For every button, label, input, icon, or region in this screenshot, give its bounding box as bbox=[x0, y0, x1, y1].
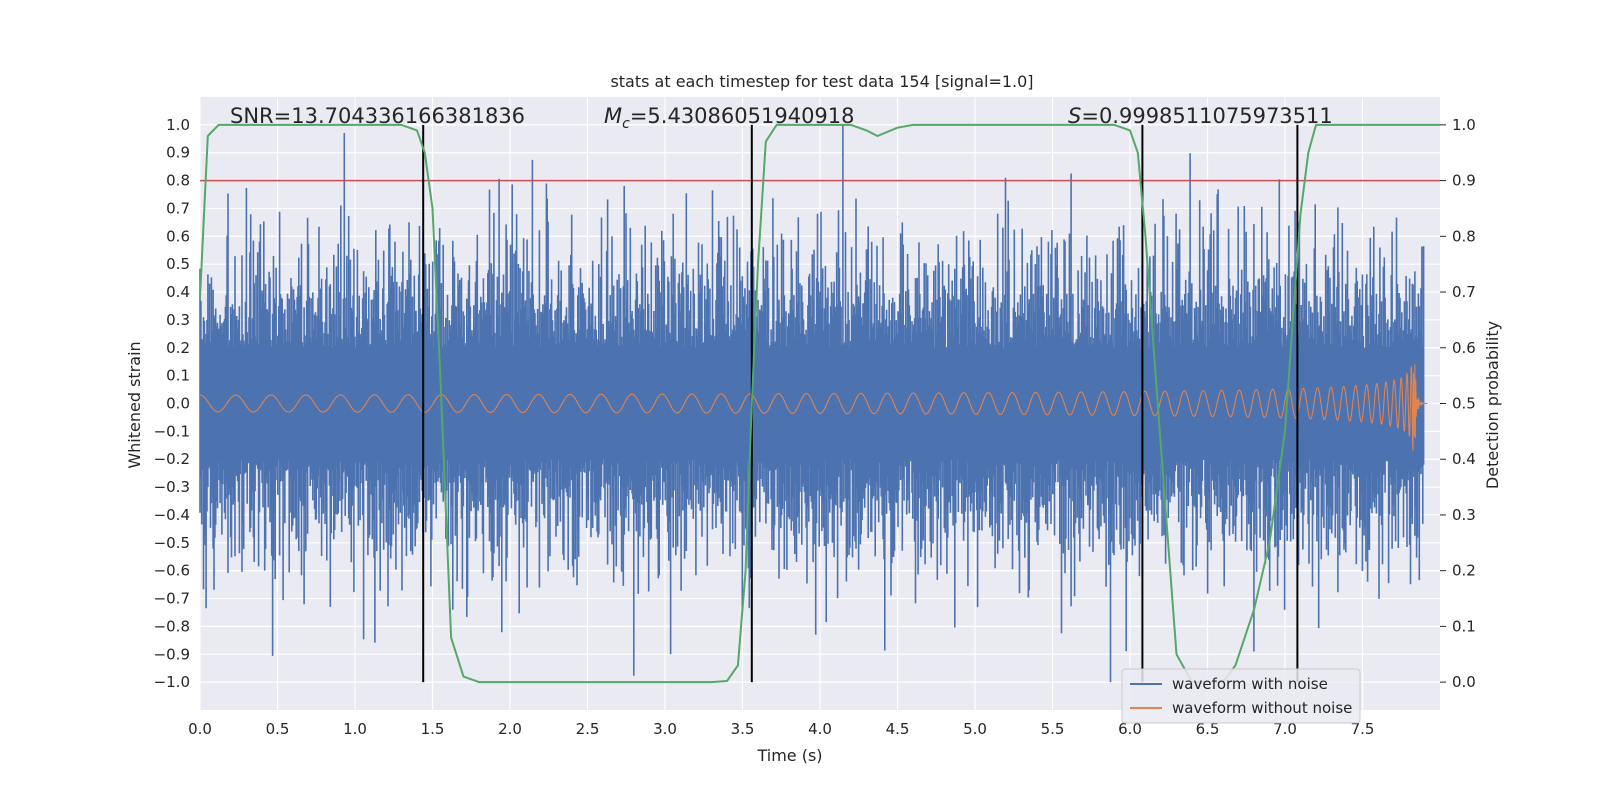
y-right-tick-label: 0.1 bbox=[1452, 617, 1476, 635]
probability-curve bbox=[199, 123, 1440, 684]
x-tick-label: 3.0 bbox=[653, 720, 677, 738]
y-tick-label: −0.4 bbox=[154, 506, 190, 524]
y-tick-label: −0.1 bbox=[154, 422, 190, 440]
y-tick-label: 0.8 bbox=[166, 172, 190, 190]
series-detection-probability bbox=[199, 123, 1440, 684]
x-tick-label: 7.0 bbox=[1273, 720, 1297, 738]
series-waveform-without-noise bbox=[199, 364, 1428, 451]
y-right-tick-label: 0.6 bbox=[1452, 339, 1476, 357]
y-tick-label: 0.4 bbox=[166, 283, 190, 301]
x-tick-label: 0.0 bbox=[188, 720, 212, 738]
annotation-mc-subscript: c bbox=[622, 116, 630, 132]
y-tick-label: 0.9 bbox=[166, 144, 190, 162]
y-tick-label: −0.9 bbox=[154, 645, 190, 663]
annotation-snr: SNR=13.704336166381836 bbox=[230, 104, 525, 128]
y-tick-label: −0.7 bbox=[154, 590, 190, 608]
x-tick-label: 2.5 bbox=[576, 720, 600, 738]
y-tick-label: −0.3 bbox=[154, 478, 190, 496]
y-right-tick-label: 0.5 bbox=[1452, 395, 1476, 413]
y-right-tick-label: 0.9 bbox=[1452, 172, 1476, 190]
x-tick-label: 0.5 bbox=[266, 720, 290, 738]
y-tick-label: 0.7 bbox=[166, 199, 190, 217]
y-axis-label: Whitened strain bbox=[125, 341, 144, 468]
legend-label-clean: waveform without noise bbox=[1172, 699, 1352, 717]
y-tick-label: 0.5 bbox=[166, 255, 190, 273]
x-tick-label: 1.0 bbox=[343, 720, 367, 738]
y-tick-label: 0.3 bbox=[166, 311, 190, 329]
x-tick-label: 6.0 bbox=[1118, 720, 1142, 738]
y-tick-label: −1.0 bbox=[154, 673, 190, 691]
y-tick-label: 1.0 bbox=[166, 116, 190, 134]
x-tick-label: 5.5 bbox=[1041, 720, 1065, 738]
legend-box bbox=[1121, 668, 1361, 724]
axis-ticks: 0.0 0.5 1.0 1.5 2.0 2.5 3.0 3.5 4.0 4.5 5.0 5.5 6.0 6… bbox=[154, 116, 1476, 738]
legend-label-noise: waveform with noise bbox=[1172, 675, 1328, 693]
series-waveform-with-noise bbox=[199, 124, 1425, 683]
chart-title: stats at each timestep for test data 154… bbox=[610, 72, 1033, 91]
y-tick-label: 0.2 bbox=[166, 339, 190, 357]
annotation-s-value: =0.9998511075973511 bbox=[1081, 104, 1332, 128]
annotation-chirp-mass: Mc=5.43086051940918 bbox=[604, 104, 855, 132]
annotation-mc-symbol: M bbox=[604, 104, 622, 128]
y-right-tick-label: 0.8 bbox=[1452, 227, 1476, 245]
annotation-mc-value: =5.43086051940918 bbox=[630, 104, 855, 128]
legend: waveform with noise waveform without noi… bbox=[1121, 668, 1361, 724]
y-right-tick-label: 1.0 bbox=[1452, 116, 1476, 134]
annotation-snr-score: S=0.9998511075973511 bbox=[1068, 104, 1333, 128]
y-right-tick-label: 0.2 bbox=[1452, 562, 1476, 580]
x-tick-label: 6.5 bbox=[1196, 720, 1220, 738]
x-tick-label: 2.0 bbox=[498, 720, 522, 738]
y-tick-label: 0.0 bbox=[166, 395, 190, 413]
x-tick-label: 5.0 bbox=[963, 720, 987, 738]
x-axis-label: Time (s) bbox=[756, 746, 822, 765]
annotation-s-symbol: S bbox=[1068, 104, 1081, 128]
y-tick-label: −0.8 bbox=[154, 617, 190, 635]
clean-trace bbox=[199, 364, 1428, 451]
x-tick-label: 4.5 bbox=[886, 720, 910, 738]
y-tick-label: −0.2 bbox=[154, 450, 190, 468]
y-right-tick-label: 0.3 bbox=[1452, 506, 1476, 524]
y-tick-label: 0.1 bbox=[166, 367, 190, 385]
noise-trace bbox=[199, 124, 1425, 683]
x-tick-label: 4.0 bbox=[808, 720, 832, 738]
y-axis-right-label: Detection probability bbox=[1483, 321, 1502, 489]
x-tick-label: 3.5 bbox=[731, 720, 755, 738]
y-right-tick-label: 0.0 bbox=[1452, 673, 1476, 691]
x-tick-label: 7.5 bbox=[1351, 720, 1375, 738]
y-tick-label: 0.6 bbox=[166, 227, 190, 245]
y-right-tick-label: 0.4 bbox=[1452, 450, 1476, 468]
x-tick-label: 1.5 bbox=[421, 720, 445, 738]
y-tick-label: −0.6 bbox=[154, 562, 190, 580]
y-tick-label: −0.5 bbox=[154, 534, 190, 552]
y-right-tick-label: 0.7 bbox=[1452, 283, 1476, 301]
